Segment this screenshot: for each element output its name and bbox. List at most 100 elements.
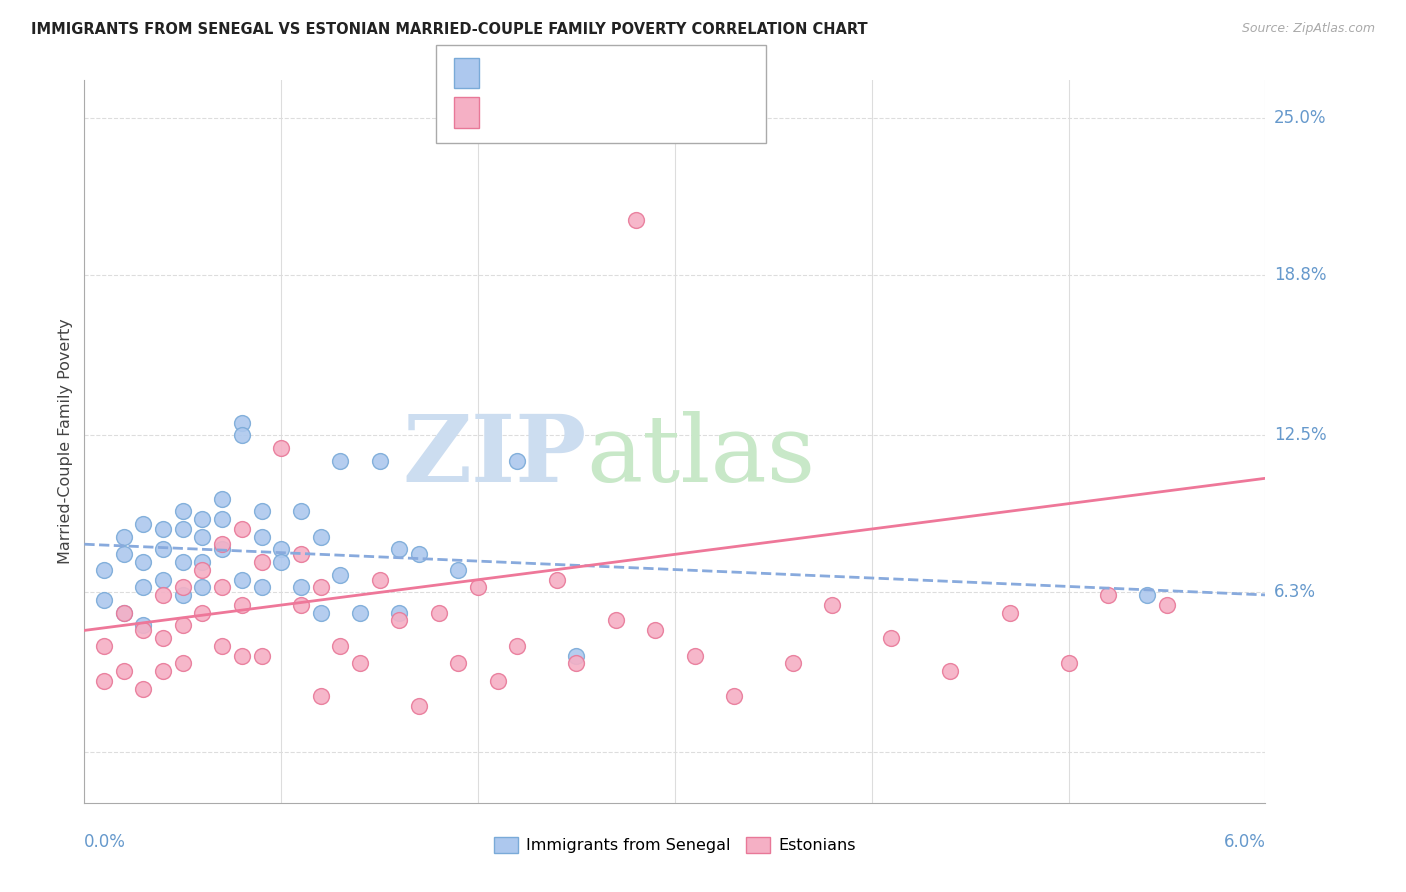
Point (309, 530, 332, 544)
Point (152, 631, 174, 645)
Point (93, 593, 115, 607)
Text: 25.0%: 25.0% (1274, 110, 1326, 128)
Text: ZIP: ZIP (402, 411, 586, 501)
Point (290, 504, 312, 518)
Point (112, 530, 135, 544)
Point (112, 606, 135, 620)
Point (683, 648, 706, 663)
Point (1156, 598, 1178, 612)
Point (368, 573, 391, 587)
Point (172, 618, 194, 632)
Point (1136, 588, 1159, 602)
Point (172, 580, 194, 594)
Point (565, 648, 588, 663)
Point (191, 580, 214, 594)
Point (624, 212, 647, 227)
Point (546, 573, 568, 587)
Point (605, 613, 627, 627)
Point (152, 542, 174, 557)
Point (349, 657, 371, 671)
Text: 18.8%: 18.8% (1274, 267, 1326, 285)
Point (565, 657, 588, 671)
Point (368, 453, 391, 467)
Point (112, 606, 135, 620)
Text: IMMIGRANTS FROM SENEGAL VS ESTONIAN MARRIED-COUPLE FAMILY POVERTY CORRELATION CH: IMMIGRANTS FROM SENEGAL VS ESTONIAN MARR… (31, 22, 868, 37)
Point (132, 516, 155, 531)
Text: 6.0%: 6.0% (1223, 833, 1265, 851)
Point (231, 573, 253, 587)
Point (211, 639, 233, 653)
Point (152, 522, 174, 536)
Point (191, 512, 214, 526)
Point (250, 504, 273, 518)
Text: 6.3%: 6.3% (1274, 583, 1316, 601)
Point (132, 681, 155, 696)
Point (1097, 588, 1119, 602)
Text: 0.0%: 0.0% (84, 833, 127, 851)
Point (93, 563, 115, 577)
Point (211, 491, 233, 506)
Point (250, 648, 273, 663)
Point (290, 547, 312, 561)
Y-axis label: Married-Couple Family Poverty: Married-Couple Family Poverty (58, 318, 73, 565)
Text: Source: ZipAtlas.com: Source: ZipAtlas.com (1241, 22, 1375, 36)
Point (329, 639, 352, 653)
Point (329, 453, 352, 467)
Point (191, 606, 214, 620)
Point (211, 542, 233, 557)
Point (388, 606, 411, 620)
Point (388, 613, 411, 627)
Point (309, 580, 332, 594)
Point (231, 428, 253, 442)
Point (250, 580, 273, 594)
Point (408, 699, 430, 714)
Point (93, 639, 115, 653)
Point (270, 441, 292, 455)
Point (172, 555, 194, 569)
Point (309, 606, 332, 620)
Point (172, 588, 194, 602)
Point (349, 606, 371, 620)
Point (427, 606, 450, 620)
Point (447, 657, 470, 671)
Point (152, 588, 174, 602)
Point (486, 674, 509, 689)
Point (231, 648, 253, 663)
Point (211, 580, 233, 594)
Point (152, 573, 174, 587)
Point (132, 618, 155, 632)
Point (723, 690, 745, 704)
Point (191, 555, 214, 569)
Point (112, 547, 135, 561)
Point (290, 598, 312, 612)
Point (191, 530, 214, 544)
Point (998, 606, 1021, 620)
Point (152, 664, 174, 678)
Point (211, 512, 233, 526)
Point (782, 657, 804, 671)
Point (231, 416, 253, 430)
Point (821, 598, 844, 612)
Point (112, 664, 135, 678)
Point (506, 453, 529, 467)
Text: 12.5%: 12.5% (1274, 426, 1326, 444)
Text: atlas: atlas (586, 411, 815, 501)
Point (290, 580, 312, 594)
Legend: Immigrants from Senegal, Estonians: Immigrants from Senegal, Estonians (488, 830, 862, 860)
Point (191, 563, 214, 577)
Point (644, 624, 666, 638)
Point (132, 580, 155, 594)
Point (132, 624, 155, 638)
Point (880, 631, 903, 645)
Point (250, 555, 273, 569)
Point (172, 657, 194, 671)
Point (250, 530, 273, 544)
Point (309, 690, 332, 704)
Text: R = -0.109   N = 46: R = -0.109 N = 46 (489, 64, 652, 82)
Point (506, 639, 529, 653)
Point (467, 580, 489, 594)
Point (329, 567, 352, 582)
Point (172, 504, 194, 518)
Point (1057, 657, 1080, 671)
Point (172, 522, 194, 536)
